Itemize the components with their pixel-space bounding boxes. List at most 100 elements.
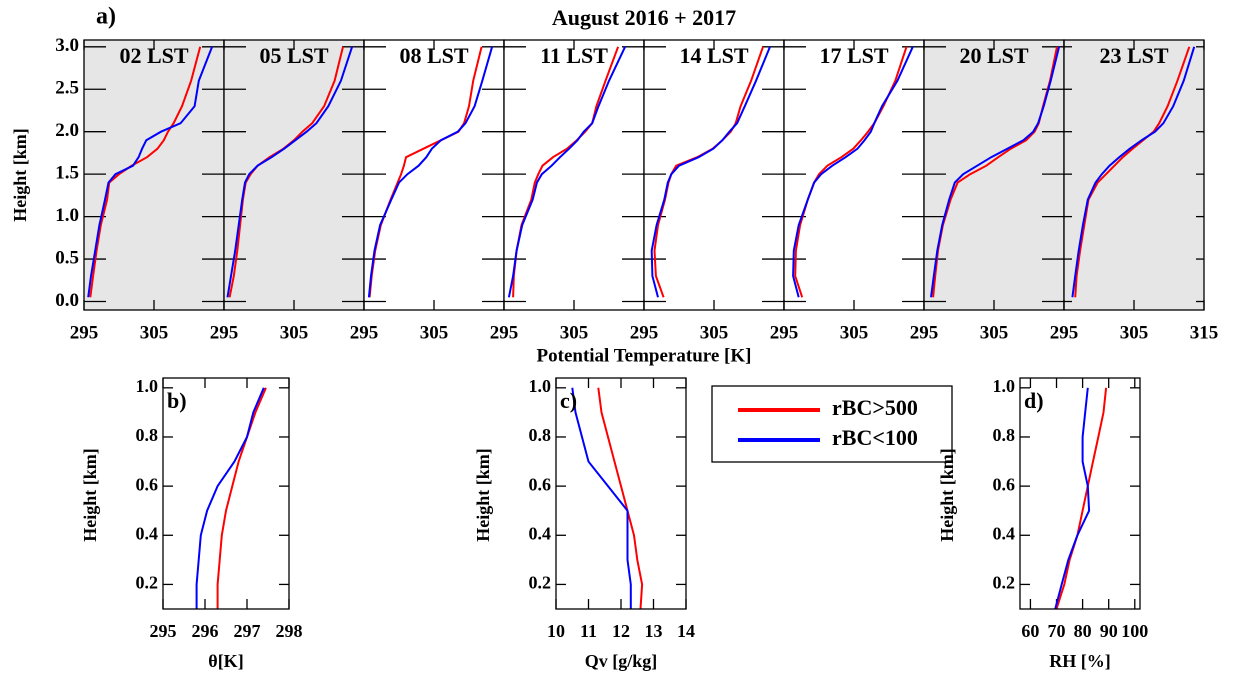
- x-tick-label: 298: [276, 621, 303, 641]
- y-axis-label: Height [km]: [937, 448, 957, 542]
- x-tick-label: 90: [1100, 621, 1118, 641]
- x-tick-label: 305: [1120, 322, 1149, 343]
- x-tick-label: 60: [1021, 621, 1039, 641]
- profile-line: [1074, 46, 1191, 298]
- x-tick-label: 70: [1048, 621, 1066, 641]
- x-tick-label: 295: [1050, 322, 1079, 343]
- plot-area: [644, 40, 784, 310]
- x-tick-label: 295: [70, 322, 99, 343]
- legend-box: [711, 385, 953, 463]
- x-tick-label: 295: [150, 621, 177, 641]
- x-tick-label: 295: [910, 322, 939, 343]
- y-tick-label: 0.2: [993, 573, 1016, 593]
- x-tick-label: 305: [840, 322, 869, 343]
- y-tick-label: 1.5: [55, 163, 79, 184]
- y-tick-label: 2.5: [55, 78, 79, 99]
- x-tick-label: 305: [420, 322, 449, 343]
- x-tick-label: 295: [770, 322, 799, 343]
- y-tick-label: 0.4: [136, 523, 159, 543]
- x-tick-label: 305: [280, 322, 309, 343]
- plot-area: [924, 40, 1064, 310]
- x-tick-label: 80: [1074, 621, 1092, 641]
- x-tick-label: 100: [1121, 621, 1148, 641]
- plot-area: [84, 40, 224, 310]
- x-axis-label: RH [%]: [1049, 651, 1111, 671]
- y-tick-label: 0.5: [55, 247, 79, 268]
- profile-line: [89, 46, 202, 298]
- plot-area: [163, 378, 289, 609]
- x-tick-label: 305: [140, 322, 169, 343]
- profile-line: [1055, 387, 1108, 610]
- plot-area: [1064, 40, 1204, 310]
- profile-line: [1071, 46, 1196, 298]
- y-tick-label: 0.8: [529, 425, 552, 445]
- x-tick-label: 12: [612, 621, 630, 641]
- x-tick-label: 11: [580, 621, 597, 641]
- y-axis-label: Height [km]: [80, 448, 100, 542]
- y-tick-label: 0.2: [529, 573, 552, 593]
- y-tick-label: 0.0: [55, 290, 79, 311]
- plot-area: [784, 40, 924, 310]
- y-tick-label: 0.8: [993, 425, 1016, 445]
- legend-label: rBC>500: [832, 395, 918, 420]
- panel-label: d): [1024, 388, 1044, 413]
- x-tick-label: 14: [677, 621, 695, 641]
- plot-frame: [1063, 39, 1205, 311]
- y-tick-label: 2.0: [55, 120, 79, 141]
- x-tick-label: 296: [192, 621, 219, 641]
- x-tick-label: 10: [547, 621, 565, 641]
- x-tick-label: 305: [980, 322, 1009, 343]
- plot-area: [224, 40, 364, 310]
- panel-label: b): [167, 388, 187, 413]
- profile-line: [597, 387, 644, 610]
- profile-line: [226, 46, 354, 298]
- profile-line: [195, 387, 265, 609]
- profile-line: [216, 387, 267, 609]
- profile-line: [87, 46, 214, 298]
- x-tick-label: 295: [210, 322, 239, 343]
- x-tick-label: 295: [350, 322, 379, 343]
- profile-line: [650, 46, 771, 298]
- plot-area: [556, 378, 686, 609]
- y-tick-label: 0.6: [529, 474, 552, 494]
- panel-label: a): [96, 4, 116, 30]
- x-axis-label: θ[K]: [208, 651, 243, 671]
- x-tick-label: 297: [234, 621, 261, 641]
- y-tick-label: 0.4: [993, 523, 1016, 543]
- plot-area: [1020, 378, 1140, 609]
- y-axis-label: Height [km]: [473, 448, 493, 542]
- profile-line: [571, 387, 632, 609]
- profile-line: [1054, 387, 1091, 610]
- plot-area: [504, 40, 644, 310]
- plot-frame: [555, 377, 687, 610]
- y-tick-label: 1.0: [136, 376, 159, 396]
- y-tick-label: 0.4: [529, 523, 552, 543]
- plot-frame: [162, 377, 290, 610]
- y-tick-label: 1.0: [529, 376, 552, 396]
- x-axis-label: Potential Temperature [K]: [537, 345, 752, 366]
- x-tick-label: 305: [700, 322, 729, 343]
- profile-line: [930, 46, 1061, 298]
- x-tick-label: 13: [645, 621, 663, 641]
- profile-line: [507, 46, 627, 298]
- y-tick-label: 1.0: [55, 205, 79, 226]
- chart-title: August 2016 + 2017: [552, 5, 736, 30]
- y-tick-label: 0.2: [136, 573, 159, 593]
- y-axis-label: Height [km]: [10, 128, 30, 222]
- x-tick-label: 305: [560, 322, 589, 343]
- plot-frame: [1019, 377, 1141, 610]
- y-tick-label: 0.6: [993, 474, 1016, 494]
- y-tick-label: 0.6: [136, 474, 159, 494]
- x-tick-label: 315: [1190, 322, 1219, 343]
- profile-line: [792, 46, 914, 298]
- y-tick-label: 0.8: [136, 425, 159, 445]
- panel-label: c): [560, 388, 577, 413]
- legend-label: rBC<100: [832, 425, 918, 450]
- y-tick-label: 1.0: [993, 376, 1016, 396]
- x-tick-label: 295: [630, 322, 659, 343]
- profile-line: [367, 46, 494, 298]
- x-tick-label: 295: [490, 322, 519, 343]
- y-tick-label: 3.0: [55, 35, 79, 56]
- x-axis-label: Qv [g/kg]: [585, 651, 658, 671]
